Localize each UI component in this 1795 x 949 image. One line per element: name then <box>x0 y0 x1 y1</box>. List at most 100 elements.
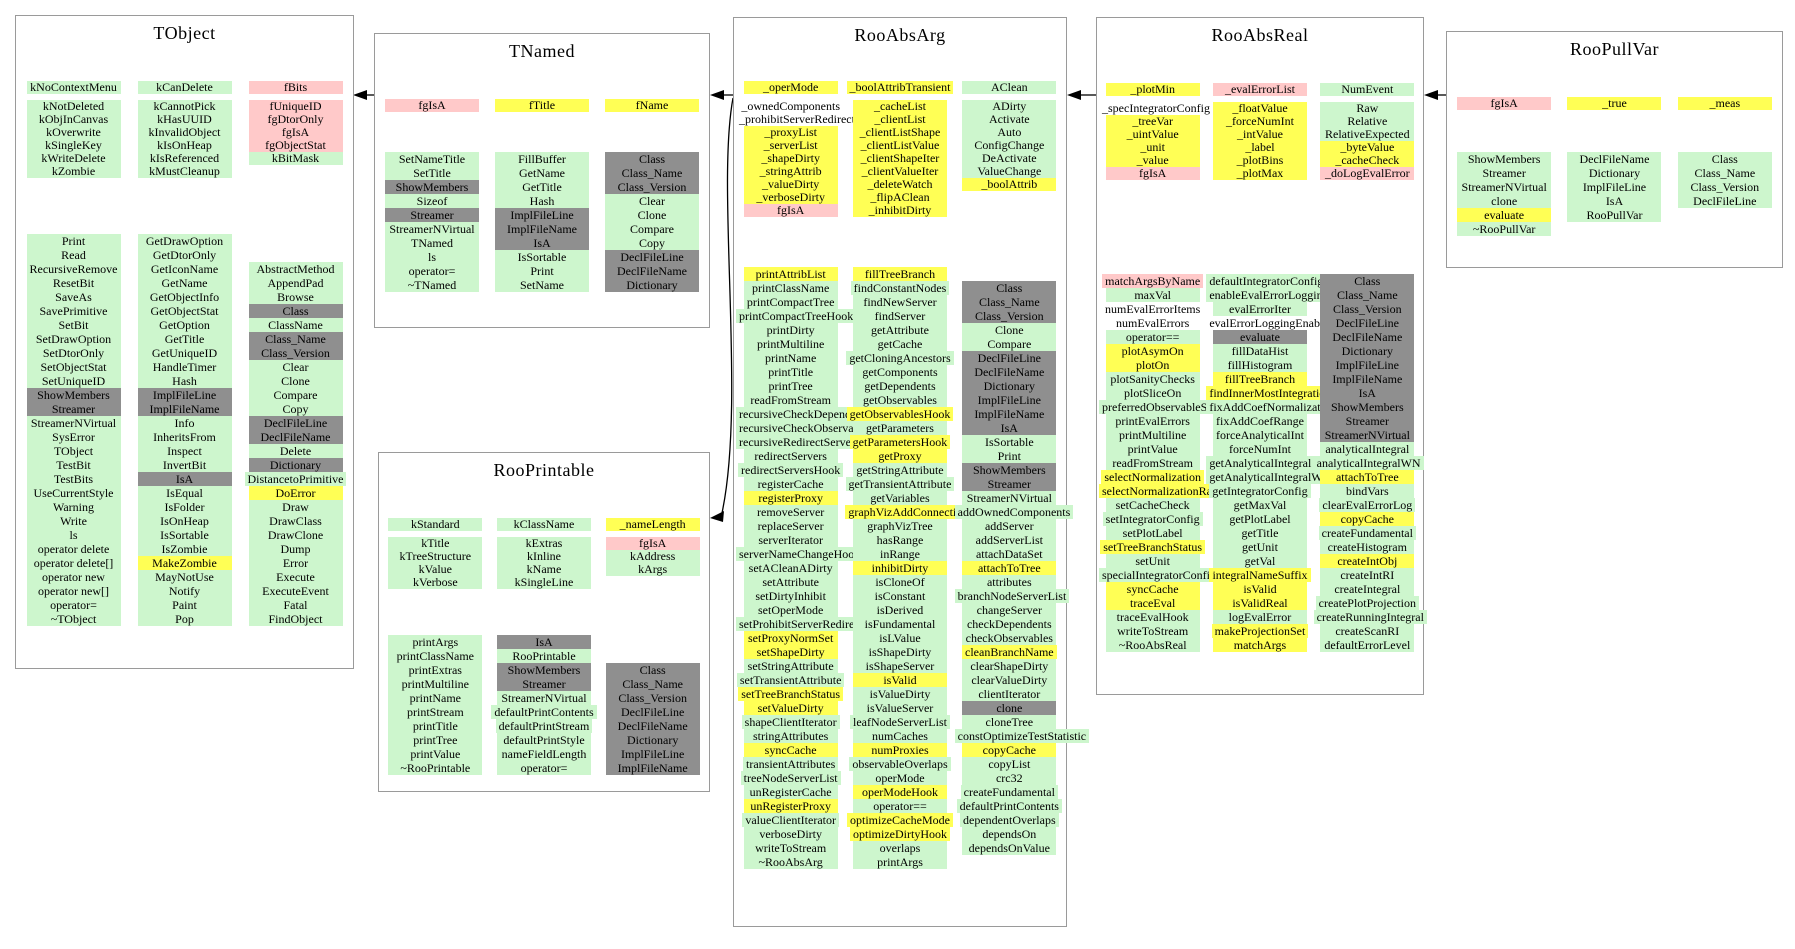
member-item[interactable]: isLValue <box>852 631 947 645</box>
member-item[interactable]: printTree <box>388 733 483 747</box>
member-item[interactable]: fUniqueID <box>248 100 343 113</box>
member-item[interactable]: printValue <box>388 747 483 761</box>
member-item[interactable]: _floatValue <box>1212 102 1307 115</box>
member-item[interactable]: IsA <box>1320 386 1415 400</box>
member-item[interactable]: fixAddCoefRange <box>1212 414 1307 428</box>
member-item[interactable]: defaultErrorLevel <box>1320 638 1415 652</box>
member-item[interactable]: Dictionary <box>605 278 699 292</box>
member-item[interactable]: isShapeServer <box>852 659 947 673</box>
member-item[interactable]: setTreeBranchStatus <box>1100 540 1206 554</box>
member-item[interactable]: fillTreeBranch <box>1212 372 1307 386</box>
member-item[interactable]: numCaches <box>852 729 947 743</box>
member-item[interactable]: InheritsFrom <box>137 430 232 444</box>
member-item[interactable]: printCompactTree <box>743 295 838 309</box>
member-item[interactable]: getUnit <box>1212 540 1307 554</box>
member-item[interactable]: UseCurrentStyle <box>26 486 121 500</box>
member-item[interactable]: operMode <box>852 771 947 785</box>
member-item[interactable]: findNewServer <box>852 295 947 309</box>
member-item[interactable]: kArgs <box>605 563 700 576</box>
member-item[interactable]: Notify <box>137 584 232 598</box>
member-item[interactable]: _plotMin <box>1105 83 1200 96</box>
member-item[interactable]: printClassName <box>388 649 483 663</box>
member-item[interactable]: Read <box>26 248 121 262</box>
member-item[interactable]: SetBit <box>26 318 121 332</box>
member-item[interactable]: GetObjectInfo <box>137 290 232 304</box>
member-item[interactable]: transientAttributes <box>743 757 839 771</box>
member-item[interactable]: IsSortable <box>495 250 589 264</box>
member-item[interactable]: IsA <box>962 421 1057 435</box>
member-item[interactable]: copyCache <box>962 743 1057 757</box>
member-item[interactable]: printCompactTreeHook <box>736 309 857 323</box>
member-item[interactable]: kOverwrite <box>26 126 121 139</box>
member-item[interactable]: ~RooPrintable <box>388 761 483 775</box>
member-item[interactable]: _clientListShape <box>852 126 947 139</box>
member-item[interactable]: cleanBranchName <box>962 645 1057 659</box>
member-item[interactable]: dependentOverlaps <box>960 813 1059 827</box>
member-item[interactable]: getTransientAttribute <box>845 477 955 491</box>
member-item[interactable]: SetName <box>495 278 589 292</box>
member-item[interactable]: printEvalErrors <box>1105 414 1200 428</box>
member-item[interactable]: printValue <box>1105 442 1200 456</box>
member-item[interactable]: defaultPrintContents <box>956 799 1062 813</box>
member-item[interactable]: Pop <box>137 612 232 626</box>
member-item[interactable]: _stringAttrib <box>743 165 838 178</box>
member-item[interactable]: _treeVar <box>1105 115 1200 128</box>
member-item[interactable]: DeclFileLine <box>1320 316 1415 330</box>
member-item[interactable]: Error <box>248 556 343 570</box>
member-item[interactable]: printTitle <box>743 365 838 379</box>
member-item[interactable]: _byteValue <box>1320 141 1415 154</box>
class-title[interactable]: TNamed <box>509 41 575 61</box>
member-item[interactable]: addServerList <box>962 533 1057 547</box>
member-item[interactable]: fillTreeBranch <box>852 267 947 281</box>
member-item[interactable]: getParameters <box>852 421 947 435</box>
member-item[interactable]: kIsOnHeap <box>137 139 232 152</box>
member-item[interactable]: Class_Version <box>962 309 1057 323</box>
member-item[interactable]: createFundamental <box>960 785 1058 799</box>
member-item[interactable]: findServer <box>852 309 947 323</box>
member-item[interactable]: _proxyList <box>743 126 838 139</box>
member-item[interactable]: copyList <box>962 757 1057 771</box>
member-item[interactable]: Streamer <box>385 208 479 222</box>
member-item[interactable]: createRunningIntegral <box>1313 610 1427 624</box>
member-item[interactable]: fgIsA <box>1457 97 1552 110</box>
member-item[interactable]: Dictionary <box>1320 344 1415 358</box>
member-item[interactable]: kAddress <box>605 550 700 563</box>
member-item[interactable]: forceAnalyticalInt <box>1212 428 1307 442</box>
member-item[interactable]: StreamerNVirtual <box>385 222 479 236</box>
member-item[interactable]: operator delete[] <box>26 556 121 570</box>
member-item[interactable]: graphVizTree <box>852 519 947 533</box>
member-item[interactable]: integralNameSuffix <box>1209 568 1311 582</box>
member-item[interactable]: fgIsA <box>385 99 479 112</box>
member-item[interactable]: _forceNumInt <box>1212 115 1307 128</box>
member-item[interactable]: Streamer <box>497 677 591 691</box>
member-item[interactable]: isFundamental <box>852 617 947 631</box>
member-item[interactable]: NumEvent <box>1320 83 1415 96</box>
member-item[interactable]: changeServer <box>962 603 1057 617</box>
member-item[interactable]: Auto <box>962 126 1057 139</box>
member-item[interactable]: Write <box>26 514 121 528</box>
member-item[interactable]: createFundamental <box>1318 526 1416 540</box>
class-title[interactable]: RooPrintable <box>493 460 595 480</box>
member-item[interactable]: StreamerNVirtual <box>1320 428 1415 442</box>
member-item[interactable]: removeServer <box>743 505 838 519</box>
member-item[interactable]: getIntegratorConfig <box>1209 484 1311 498</box>
member-item[interactable]: Delete <box>248 444 343 458</box>
member-item[interactable]: ConfigChange <box>962 139 1057 152</box>
class-title[interactable]: RooPullVar <box>1569 39 1659 59</box>
member-item[interactable]: setUnit <box>1105 554 1200 568</box>
member-item[interactable]: kTreeStructure <box>388 550 483 563</box>
member-item[interactable]: DeclFileName <box>605 264 699 278</box>
member-item[interactable]: ImplFileLine <box>1320 358 1415 372</box>
member-item[interactable]: findConstantNodes <box>850 281 950 295</box>
member-item[interactable]: isConstant <box>852 589 947 603</box>
member-item[interactable]: Dictionary <box>1567 166 1662 180</box>
member-item[interactable]: setIntegratorConfig <box>1102 512 1203 526</box>
member-item[interactable]: defaultIntegratorConfig <box>1206 274 1327 288</box>
member-item[interactable]: clearShapeDirty <box>962 659 1057 673</box>
member-item[interactable]: numEvalErrorItems <box>1105 302 1201 316</box>
member-item[interactable]: SetNameTitle <box>385 152 479 166</box>
member-item[interactable]: ls <box>26 528 121 542</box>
member-item[interactable]: printTitle <box>388 719 483 733</box>
member-item[interactable]: kStandard <box>388 518 483 531</box>
member-item[interactable]: _serverList <box>743 139 838 152</box>
